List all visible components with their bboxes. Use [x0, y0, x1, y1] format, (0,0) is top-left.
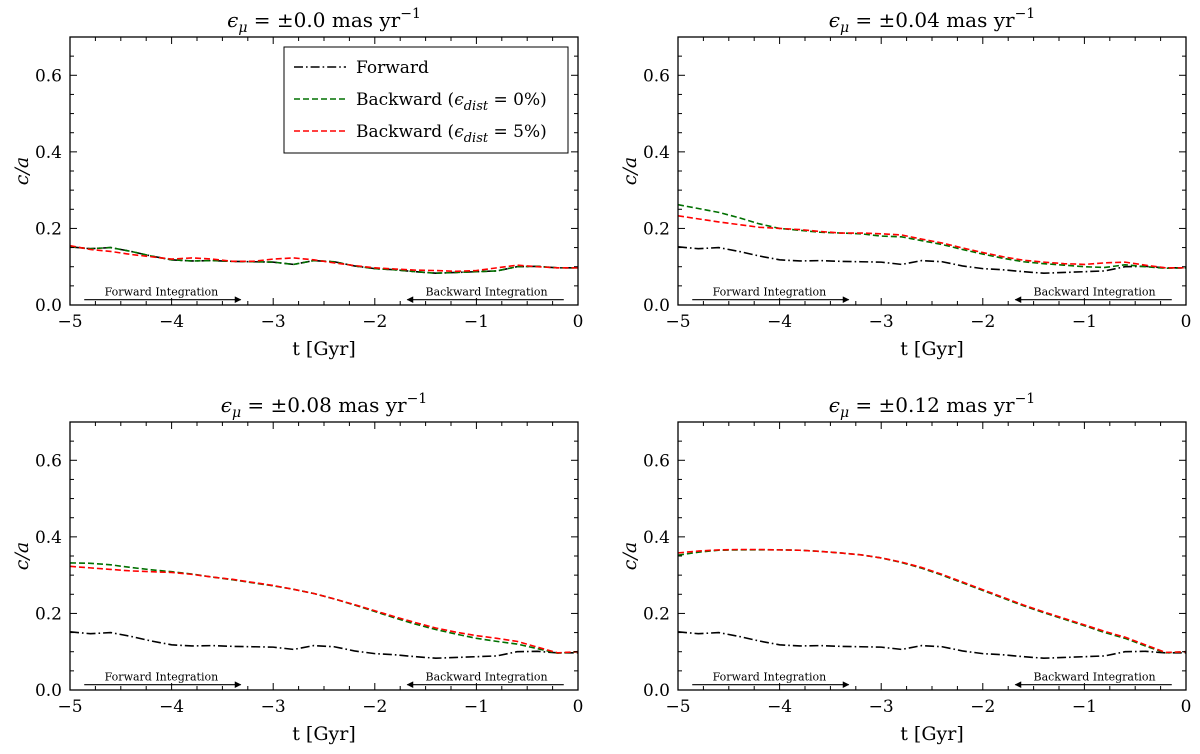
series-line-forward: [70, 631, 578, 660]
x-tick-label: −4: [767, 312, 792, 332]
chart-title: ϵμ = ±0.04 mas yr−1: [829, 6, 1035, 36]
x-tick-label: 0: [1181, 697, 1192, 717]
y-tick-label: 0.0: [35, 296, 62, 316]
y-axis-label: c/a: [619, 157, 641, 185]
x-tick-label: −4: [159, 697, 184, 717]
x-tick-label: −2: [362, 312, 387, 332]
x-tick-label: −5: [665, 312, 690, 332]
y-tick-label: 0.4: [35, 143, 62, 163]
y-tick-label: 0.6: [35, 66, 62, 86]
legend-entry: Backward (ϵdist = 0%): [356, 90, 547, 114]
y-tick-label: 0.0: [643, 296, 670, 316]
x-axis-label: t [Gyr]: [292, 723, 356, 745]
forward-integration-label: Forward Integration: [713, 671, 827, 684]
forward-integration-label: Forward Integration: [105, 286, 219, 299]
series-line-forward: [678, 631, 1186, 660]
backward-integration-label: Backward Integration: [426, 671, 548, 684]
y-tick-label: 0.2: [643, 604, 670, 624]
x-tick-label: −3: [261, 697, 286, 717]
x-tick-label: −3: [869, 697, 894, 717]
chart-title: ϵμ = ±0.08 mas yr−1: [221, 391, 427, 421]
legend-entry: Forward: [356, 58, 429, 78]
panels: Forward Integration Backward Integration −…: [11, 6, 1191, 745]
x-tick-label: −1: [1072, 312, 1097, 332]
y-axis-label: c/a: [11, 157, 33, 185]
series-line-backward-0pct: [678, 203, 1186, 270]
series-line-backward-5pct: [678, 214, 1186, 269]
y-tick-label: 0.6: [643, 66, 670, 86]
y-tick-label: 0.6: [35, 451, 62, 471]
y-tick-label: 0.2: [35, 604, 62, 624]
axes-frame: [69, 421, 579, 691]
y-tick-label: 0.2: [35, 219, 62, 239]
x-tick-label: −1: [464, 312, 489, 332]
chart-panel-2: Forward Integration Backward Integration −…: [619, 6, 1191, 360]
x-tick-label: 0: [573, 697, 584, 717]
backward-integration-label: Backward Integration: [426, 286, 548, 299]
x-tick-label: −1: [464, 697, 489, 717]
y-tick-label: 0.4: [35, 528, 62, 548]
x-tick-label: −1: [1072, 697, 1097, 717]
x-tick-label: −5: [57, 312, 82, 332]
chart-panel-3: Forward Integration Backward Integration −…: [11, 391, 583, 745]
x-tick-label: −5: [665, 697, 690, 717]
x-tick-label: −2: [362, 697, 387, 717]
chart-title: ϵμ = ±0.0 mas yr−1: [227, 6, 421, 36]
x-tick-label: −2: [970, 697, 995, 717]
x-tick-label: −3: [869, 312, 894, 332]
axes-frame: [677, 36, 1187, 306]
series-line-backward-0pct: [70, 246, 578, 275]
chart-title: ϵμ = ±0.12 mas yr−1: [829, 391, 1035, 421]
x-axis-label: t [Gyr]: [292, 338, 356, 360]
y-tick-label: 0.4: [643, 528, 670, 548]
x-tick-label: −4: [767, 697, 792, 717]
y-tick-label: 0.0: [643, 681, 670, 701]
series-line-backward-5pct: [678, 548, 1186, 654]
x-axis-label: t [Gyr]: [900, 723, 964, 745]
legend-box: [283, 46, 569, 154]
series-line-forward: [678, 246, 1186, 275]
x-tick-label: −4: [159, 312, 184, 332]
y-tick-label: 0.2: [643, 219, 670, 239]
x-axis-label: t [Gyr]: [900, 338, 964, 360]
backward-integration-label: Backward Integration: [1034, 286, 1156, 299]
y-tick-label: 0.0: [35, 681, 62, 701]
y-tick-label: 0.6: [643, 451, 670, 471]
series-line-backward-0pct: [678, 549, 1186, 654]
x-tick-label: 0: [573, 312, 584, 332]
series-line-backward-0pct: [70, 562, 578, 655]
legend: Forward Backward (ϵdist = 0%) Backward (ϵd…: [283, 46, 569, 154]
series-line-backward-5pct: [70, 244, 578, 273]
axes-frame: [677, 421, 1187, 691]
forward-integration-label: Forward Integration: [713, 286, 827, 299]
x-tick-label: −3: [261, 312, 286, 332]
y-axis-label: c/a: [11, 542, 33, 570]
y-tick-label: 0.4: [643, 143, 670, 163]
chart-panel-4: Forward Integration Backward Integration −…: [619, 391, 1191, 745]
x-tick-label: 0: [1181, 312, 1192, 332]
forward-integration-label: Forward Integration: [105, 671, 219, 684]
backward-integration-label: Backward Integration: [1034, 671, 1156, 684]
series-line-backward-5pct: [70, 565, 578, 654]
x-tick-label: −2: [970, 312, 995, 332]
chart-panel-1: Forward Integration Backward Integration −…: [11, 6, 583, 360]
y-axis-label: c/a: [619, 542, 641, 570]
x-tick-label: −5: [57, 697, 82, 717]
legend-entry: Backward (ϵdist = 5%): [356, 122, 547, 146]
